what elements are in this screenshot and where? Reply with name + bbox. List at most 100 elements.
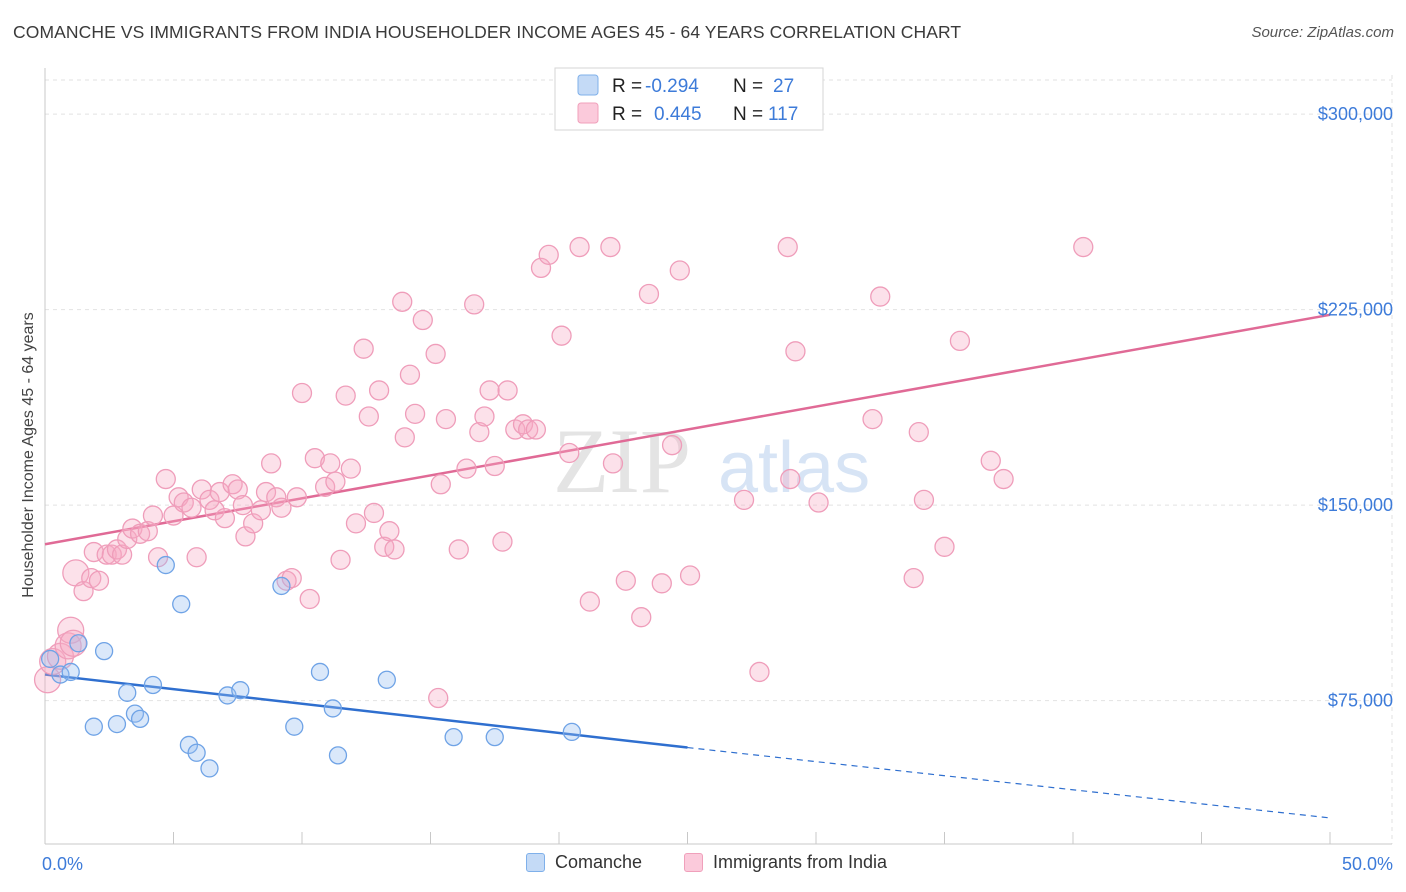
point-comanche-2 — [61, 662, 80, 682]
point-india-28 — [199, 489, 220, 511]
point-india-10 — [88, 570, 110, 591]
legend-swatch-india-bottom — [684, 853, 703, 872]
point-comanche-6 — [107, 714, 127, 734]
x-tick-labels: 0.0% 50.0% — [42, 854, 1393, 874]
point-india-33 — [227, 479, 248, 500]
y-tick-label-2: $225,000 — [1318, 300, 1393, 320]
point-india-58 — [368, 380, 390, 401]
point-comanche-18 — [272, 576, 291, 596]
point-india-54 — [345, 513, 367, 534]
point-india-56 — [358, 406, 379, 427]
point-india-36 — [243, 513, 264, 534]
legend-item-comanche: Comanche — [526, 852, 642, 873]
point-india-114 — [428, 687, 449, 709]
point-comanche-23 — [377, 670, 396, 689]
point-india-92 — [631, 607, 652, 628]
point-india-35 — [235, 526, 256, 547]
point-comanche-21 — [323, 699, 342, 718]
trend-line-comanche — [44, 673, 688, 749]
chart-title: COMANCHE VS IMMIGRANTS FROM INDIA HOUSEH… — [13, 22, 962, 42]
point-india-46 — [299, 588, 320, 610]
point-india-39 — [261, 453, 282, 474]
legend-n-label-1: N = — [733, 76, 763, 97]
point-comanche-19 — [285, 717, 304, 736]
legend-label-comanche: Comanche — [555, 852, 643, 872]
stats-legend: R = -0.294 N = 27 R = 0.445 N = 117 — [554, 67, 824, 131]
point-india-7 — [73, 580, 94, 602]
point-india-83 — [530, 257, 552, 279]
point-india-94 — [651, 573, 672, 594]
point-india-31 — [214, 508, 236, 529]
point-india-40 — [266, 487, 287, 508]
point-india-26 — [186, 547, 207, 568]
point-india-89 — [600, 236, 621, 258]
point-comanche-25 — [485, 727, 504, 747]
y-tick-label-3: $300,000 — [1318, 104, 1393, 124]
point-india-52 — [335, 385, 356, 406]
point-comanche-15 — [200, 759, 219, 778]
legend-item-india: Immigrants from India — [684, 852, 887, 873]
x-tick-label-start: 0.0% — [42, 854, 83, 874]
y-tick-label-1: $150,000 — [1318, 495, 1393, 515]
point-india-34 — [232, 494, 254, 516]
legend-r-value-2: 0.445 — [654, 104, 702, 125]
point-india-107 — [908, 421, 929, 443]
point-comanche-9 — [130, 709, 150, 729]
watermark-atlas: atlas — [718, 428, 870, 508]
point-comanche-8 — [125, 704, 145, 723]
point-comanche-24 — [444, 727, 463, 747]
point-comanche-26 — [562, 722, 581, 742]
point-india-69 — [435, 408, 457, 430]
legend-label-india: Immigrants from India — [713, 852, 888, 872]
source-credit: Source: ZipAtlas.com — [1251, 24, 1394, 41]
point-india-96 — [669, 260, 690, 281]
point-india-90 — [602, 453, 624, 474]
point-india-17 — [129, 523, 151, 544]
point-comanche-22 — [328, 746, 348, 765]
point-india-51 — [330, 549, 351, 571]
point-india-8 — [81, 567, 102, 589]
point-comanche-14 — [187, 743, 206, 762]
point-comanche-10 — [143, 675, 163, 695]
point-india-62 — [392, 291, 413, 312]
legend-r-value-1: -0.294 — [645, 76, 699, 97]
point-india-104 — [862, 408, 883, 430]
point-india-77 — [492, 531, 513, 552]
point-india-72 — [464, 294, 485, 315]
y-tick-labels: $75,000 $150,000 $225,000 $300,000 — [1318, 104, 1393, 711]
point-comanche-7 — [118, 683, 137, 702]
legend-r-label-1: R = — [612, 76, 642, 97]
point-india-112 — [993, 468, 1014, 490]
point-india-84 — [538, 244, 559, 266]
point-india-73 — [469, 421, 490, 443]
y-axis-label: Householder Income Ages 45 - 64 years — [20, 312, 37, 598]
point-india-50 — [325, 471, 346, 492]
point-india-66 — [412, 309, 433, 331]
trend-line-comanche-extrapolated — [687, 746, 1331, 819]
point-india-44 — [286, 487, 308, 508]
point-india-113 — [1073, 236, 1094, 258]
point-comanche-3 — [69, 634, 88, 653]
point-india-70 — [448, 539, 469, 560]
point-india-75 — [479, 380, 500, 401]
point-india-64 — [399, 364, 421, 385]
point-comanche-0 — [40, 649, 60, 669]
legend-swatch-comanche-bottom — [526, 853, 545, 872]
point-india-101 — [780, 468, 801, 490]
point-india-81 — [518, 419, 539, 440]
point-india-65 — [404, 403, 426, 425]
point-india-67 — [425, 343, 446, 365]
point-india-88 — [579, 591, 600, 612]
point-india-49 — [320, 453, 341, 474]
x-tick-label-end: 50.0% — [1342, 854, 1393, 874]
point-india-85 — [551, 325, 572, 346]
point-india-63 — [394, 427, 415, 448]
point-india-60 — [379, 521, 400, 542]
point-india-102 — [785, 341, 806, 362]
point-india-95 — [661, 435, 683, 456]
point-comanche-5 — [94, 641, 114, 661]
point-india-111 — [980, 450, 1001, 471]
point-india-18 — [137, 521, 158, 542]
axes — [44, 68, 1392, 845]
